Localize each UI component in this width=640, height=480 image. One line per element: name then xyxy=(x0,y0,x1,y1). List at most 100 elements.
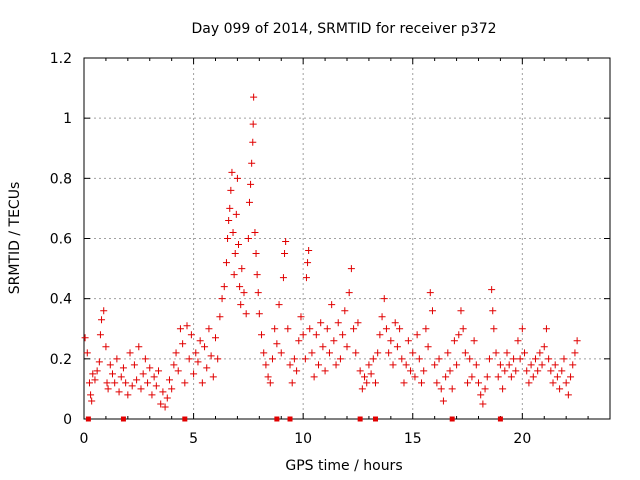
data-point xyxy=(483,373,491,381)
data-point xyxy=(229,228,237,236)
data-point xyxy=(139,370,147,378)
data-point xyxy=(317,319,325,327)
y-tick-label: 0.6 xyxy=(50,232,72,248)
data-point xyxy=(100,307,108,315)
data-point xyxy=(135,343,143,351)
data-point xyxy=(194,358,202,366)
data-point xyxy=(252,250,260,258)
data-point xyxy=(531,355,539,363)
data-point xyxy=(133,376,141,384)
data-point xyxy=(378,313,386,321)
data-point xyxy=(282,238,290,246)
data-point xyxy=(98,316,106,324)
data-point xyxy=(238,265,246,273)
data-point xyxy=(505,361,513,369)
data-point xyxy=(308,349,316,357)
baseline-marker xyxy=(274,416,280,422)
data-point xyxy=(547,367,555,375)
x-tick-label: 15 xyxy=(404,431,422,447)
data-point xyxy=(409,349,417,357)
data-point xyxy=(459,325,467,333)
x-tick-label: 20 xyxy=(513,431,531,447)
data-point xyxy=(499,385,507,393)
data-point xyxy=(527,361,535,369)
data-points xyxy=(81,93,581,411)
data-point xyxy=(488,286,496,294)
data-point xyxy=(240,289,248,297)
data-point xyxy=(400,379,408,387)
data-point xyxy=(85,379,93,387)
data-point xyxy=(494,373,502,381)
data-point xyxy=(126,349,134,357)
data-point xyxy=(273,340,281,348)
data-point xyxy=(358,385,366,393)
data-point xyxy=(402,361,410,369)
y-tick-label: 1.2 xyxy=(50,51,72,67)
data-point xyxy=(428,307,436,315)
data-point xyxy=(111,379,119,387)
data-point xyxy=(542,325,550,333)
y-tick-label: 0.4 xyxy=(50,292,72,308)
data-point xyxy=(152,382,160,390)
data-point xyxy=(371,379,379,387)
data-point xyxy=(190,370,198,378)
data-point xyxy=(122,379,130,387)
data-point xyxy=(106,361,114,369)
data-point xyxy=(286,361,294,369)
data-point xyxy=(205,325,213,333)
data-point xyxy=(250,93,258,101)
data-point xyxy=(91,376,99,384)
data-point xyxy=(426,289,434,297)
data-point xyxy=(332,361,340,369)
data-point xyxy=(87,391,95,399)
baseline-marker xyxy=(182,416,188,422)
data-point xyxy=(305,247,313,255)
data-point xyxy=(350,325,358,333)
data-point xyxy=(299,331,307,339)
data-point xyxy=(475,379,482,387)
data-point xyxy=(411,373,419,381)
data-point xyxy=(319,343,327,351)
data-point xyxy=(503,349,511,357)
data-point xyxy=(347,265,355,273)
data-point xyxy=(569,361,577,369)
baseline-marker xyxy=(120,416,126,422)
data-point xyxy=(382,325,390,333)
data-point xyxy=(424,343,432,351)
data-point xyxy=(345,289,353,297)
data-point xyxy=(343,343,351,351)
data-point xyxy=(93,367,101,375)
data-point xyxy=(262,361,270,369)
data-point xyxy=(96,331,104,339)
y-tick-label: 0.8 xyxy=(50,171,72,187)
data-point xyxy=(453,361,461,369)
y-axis-title: SRMTID / TECUs xyxy=(7,182,23,295)
data-point xyxy=(251,228,259,236)
data-point xyxy=(501,367,509,375)
data-point xyxy=(83,349,91,357)
data-point xyxy=(227,186,235,194)
data-point xyxy=(310,373,318,381)
data-point xyxy=(442,373,450,381)
data-point xyxy=(247,180,255,188)
data-point xyxy=(268,355,276,363)
data-point xyxy=(187,331,195,339)
data-point xyxy=(393,343,401,351)
data-point xyxy=(321,367,329,375)
data-point xyxy=(433,379,441,387)
x-tick-labels: 0 5 10 15 20 xyxy=(80,431,532,447)
data-point xyxy=(95,358,103,366)
data-point xyxy=(571,349,579,357)
data-point xyxy=(485,355,493,363)
data-point xyxy=(516,355,524,363)
data-point xyxy=(198,379,206,387)
data-point xyxy=(564,391,572,399)
data-point xyxy=(374,349,382,357)
data-point xyxy=(226,204,234,212)
data-point xyxy=(113,355,121,363)
data-point xyxy=(536,349,544,357)
data-point xyxy=(117,373,125,381)
data-point xyxy=(450,337,458,345)
data-point xyxy=(352,349,360,357)
